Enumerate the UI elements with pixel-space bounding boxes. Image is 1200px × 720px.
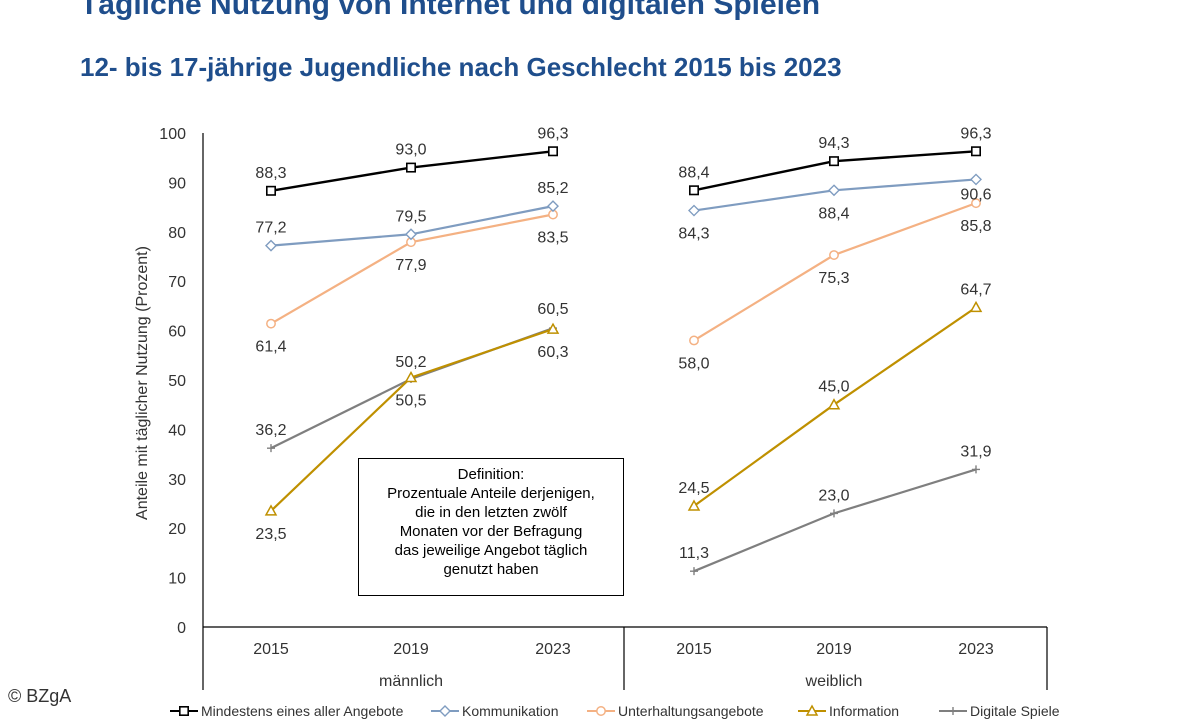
data-label: 23,0 xyxy=(818,487,849,504)
data-point xyxy=(179,705,190,716)
data-point xyxy=(546,322,560,334)
legend-label: Kommunikation xyxy=(462,703,559,719)
definition-line: genutzt haben xyxy=(443,561,539,578)
data-point xyxy=(687,499,701,511)
data-label: 79,5 xyxy=(395,208,426,225)
data-point xyxy=(972,465,980,474)
y-tick-label: 60 xyxy=(168,324,186,341)
data-label: 77,9 xyxy=(395,257,426,274)
definition-line: die in den letzten zwölf xyxy=(415,504,567,521)
data-point xyxy=(829,250,839,260)
data-label: 31,9 xyxy=(960,443,991,460)
data-point xyxy=(828,184,840,197)
x-tick-label: 2015 xyxy=(676,641,712,658)
data-label: 50,5 xyxy=(395,393,426,410)
data-label: 94,3 xyxy=(818,135,849,152)
data-point xyxy=(264,504,278,516)
data-point xyxy=(827,398,841,410)
y-tick-label: 100 xyxy=(159,126,186,143)
data-label: 50,2 xyxy=(395,354,426,371)
data-point xyxy=(690,567,698,576)
legend-label: Information xyxy=(829,703,899,719)
data-point xyxy=(828,156,839,167)
copyright-notice: © BZgA xyxy=(8,686,72,706)
data-point xyxy=(439,705,451,717)
data-label: 11,3 xyxy=(679,545,709,562)
x-tick-label: 2019 xyxy=(393,641,429,658)
x-tick-label: 2019 xyxy=(816,641,852,658)
series-line xyxy=(693,468,977,573)
data-label: 61,4 xyxy=(255,339,286,356)
data-point xyxy=(689,335,699,346)
y-tick-label: 0 xyxy=(177,620,186,637)
definition-box: Definition: Prozentuale Anteile derjenig… xyxy=(358,458,624,596)
chart-subtitle: 12- bis 17-jährige Jugendliche nach Gesc… xyxy=(80,52,842,82)
y-tick-label: 70 xyxy=(168,274,186,291)
data-point xyxy=(405,228,417,241)
definition-line: Monaten vor der Befragung xyxy=(399,523,583,540)
y-tick-label: 30 xyxy=(168,472,186,489)
data-label: 75,3 xyxy=(818,270,849,287)
data-label: 96,3 xyxy=(537,125,568,142)
data-label: 85,2 xyxy=(537,180,568,197)
data-label: 93,0 xyxy=(395,142,426,159)
data-point xyxy=(805,704,819,716)
data-point xyxy=(688,185,699,196)
data-point xyxy=(266,318,276,329)
y-tick-label: 20 xyxy=(168,521,186,538)
data-point xyxy=(949,707,957,715)
data-point xyxy=(404,370,418,383)
data-label: 88,4 xyxy=(678,164,709,181)
data-label: 77,2 xyxy=(255,220,286,237)
data-point xyxy=(970,146,981,157)
data-point xyxy=(265,239,277,252)
x-tick-label: 2023 xyxy=(958,641,994,658)
data-label: 83,5 xyxy=(537,230,568,247)
y-axis-label: Anteile mit täglicher Nutzung (Prozent) xyxy=(134,246,151,520)
chart-title: Tägliche Nutzung von Internet und digita… xyxy=(80,0,821,21)
data-label: 88,3 xyxy=(255,165,286,182)
data-point xyxy=(547,146,558,157)
data-point xyxy=(830,509,838,518)
data-point xyxy=(547,200,559,213)
y-tick-label: 80 xyxy=(168,225,186,242)
data-point xyxy=(405,162,416,173)
y-tick-label: 90 xyxy=(168,175,186,192)
data-label: 90,6 xyxy=(960,186,991,203)
group-label-maennlich: männlich xyxy=(379,673,443,690)
data-label: 60,5 xyxy=(537,301,568,318)
legend-label: Unterhaltungsangebote xyxy=(618,703,764,719)
y-tick-label: 40 xyxy=(168,422,186,439)
data-label: 58,0 xyxy=(678,355,709,372)
data-label: 24,5 xyxy=(678,480,709,497)
x-tick-label: 2015 xyxy=(253,641,289,658)
x-tick-label: 2023 xyxy=(535,641,571,658)
data-point xyxy=(971,198,981,209)
legend-label: Digitale Spiele xyxy=(970,703,1060,719)
data-label: 84,3 xyxy=(678,226,709,243)
definition-line: Prozentuale Anteile derjenigen, xyxy=(387,485,595,502)
data-point xyxy=(267,444,275,453)
data-point xyxy=(969,300,983,313)
data-label: 85,8 xyxy=(960,218,991,235)
data-point xyxy=(596,706,606,716)
data-label: 36,2 xyxy=(255,422,286,439)
definition-line: Definition: xyxy=(457,466,525,483)
data-label: 45,0 xyxy=(818,379,849,396)
y-tick-label: 50 xyxy=(168,373,186,390)
data-point xyxy=(688,204,700,217)
data-point xyxy=(970,173,982,186)
series-line xyxy=(270,327,554,450)
data-point xyxy=(265,185,276,196)
y-tick-label: 10 xyxy=(168,571,186,588)
group-label-weiblich: weiblich xyxy=(805,673,863,690)
definition-line: das jeweilige Angebot täglich xyxy=(394,542,588,559)
data-label: 96,3 xyxy=(960,125,991,142)
data-label: 60,3 xyxy=(537,344,568,361)
data-label: 88,4 xyxy=(818,205,849,222)
data-label: 64,7 xyxy=(960,281,991,298)
legend-label: Mindestens eines aller Angebote xyxy=(201,703,404,719)
data-label: 23,5 xyxy=(255,526,286,543)
